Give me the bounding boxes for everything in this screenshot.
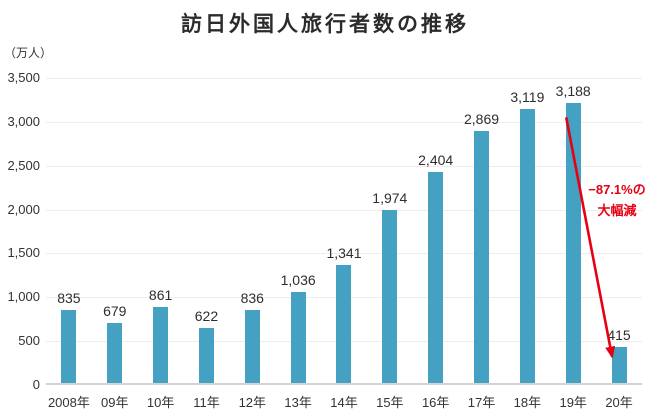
bar [290, 292, 306, 383]
bar [474, 131, 490, 383]
x-tick-label: 12年 [238, 395, 267, 410]
gridline [46, 209, 642, 211]
bar [382, 209, 398, 383]
bar-column-2008年: 835 [46, 78, 92, 383]
bar [198, 328, 214, 383]
bar [153, 307, 169, 383]
x-tick-label: 15年 [376, 395, 404, 410]
plot-area: 835 679 861 622 836 1,036 1,341 1,974 2,404 2,869… [46, 78, 646, 385]
bar [107, 323, 123, 383]
chart-title: 訪日外国人旅行者数の推移 [181, 13, 469, 36]
bar-column-12年: 836 [229, 78, 275, 383]
x-tick-label: 14年 [330, 395, 358, 410]
decrease-arrow [564, 117, 616, 359]
gridline [46, 253, 642, 255]
bar-value-label: 3,119 [510, 89, 545, 106]
y-tick-label: 2,000 [7, 201, 40, 217]
x-tick-label: 2008年 [47, 395, 90, 410]
bar-column-18年: 3,119 [504, 78, 550, 383]
bar-value-label: 679 [103, 303, 127, 320]
bar-column-20年: 415 [596, 78, 642, 383]
bar-value-label: 3,188 [555, 83, 591, 100]
y-tick-label: 3,000 [7, 113, 40, 129]
bar-value-label: 1,974 [372, 189, 408, 206]
bar-value-label: 1,036 [280, 272, 316, 289]
x-tick-label: 20年 [605, 395, 633, 410]
bar [519, 109, 535, 383]
y-tick-label: 3,500 [7, 70, 40, 85]
y-tick-label: 500 [18, 333, 40, 349]
x-tick-label: 17年 [467, 395, 496, 410]
bars: 835 679 861 622 836 1,036 1,341 1,974 2,404 2,869… [46, 78, 642, 383]
x-tick-label: 10年 [146, 395, 175, 410]
bar-column-11年: 622 [184, 78, 230, 383]
x-tick-label: 11年 [193, 395, 220, 410]
x-tick-label: 13年 [284, 395, 312, 410]
bar-column-17年: 2,869 [459, 78, 505, 383]
bar-column-13年: 1,036 [275, 78, 321, 383]
bar-column-14年: 1,341 [321, 78, 367, 383]
bar-value-label: 835 [57, 289, 81, 306]
bar-column-09年: 679 [92, 78, 138, 383]
x-tick-label: 09年 [101, 395, 129, 410]
bar-value-label: 415 [607, 326, 631, 343]
bar-column-15年: 1,974 [367, 78, 413, 383]
bar [61, 309, 77, 383]
bar-value-label: 2,869 [463, 111, 500, 128]
bar-value-label: 622 [194, 308, 219, 325]
x-axis-labels: 2008年 09年 10年 11年 12年 13年 14年 15年 16年 17年 18年 19年 20… [46, 392, 642, 411]
bar-value-label: 861 [148, 287, 173, 304]
x-tick-label: 19年 [559, 395, 587, 410]
bar [611, 346, 627, 383]
y-tick-label: 1,000 [7, 289, 40, 305]
gridline [46, 165, 642, 167]
gridline [46, 121, 642, 123]
y-tick-label: 1,500 [7, 245, 40, 261]
decrease-annotation-line1: −87.1%の [588, 182, 646, 197]
gridline [46, 78, 642, 79]
bar-column-16年: 2,404 [413, 78, 459, 383]
decrease-annotation-line2: 大幅減 [597, 203, 637, 218]
decrease-annotation: −87.1%の 大幅減 [576, 179, 650, 221]
x-tick-label: 16年 [421, 395, 450, 410]
bar-column-10年: 861 [138, 78, 184, 383]
y-tick-label: 0 [32, 377, 40, 392]
bar-value-label: 836 [240, 289, 264, 306]
x-tick-label: 18年 [513, 395, 542, 410]
y-tick-label: 2,500 [7, 157, 40, 173]
bar [244, 309, 260, 383]
bar-value-label: 1,341 [326, 245, 362, 262]
bar [336, 265, 352, 383]
y-axis-unit-label: （万人） [4, 46, 53, 60]
y-axis-tick-labels: 0 500 1,000 1,500 2,000 2,500 3,000 3,500 [0, 70, 40, 392]
bar [428, 172, 444, 383]
bar-value-label: 2,404 [418, 152, 454, 169]
